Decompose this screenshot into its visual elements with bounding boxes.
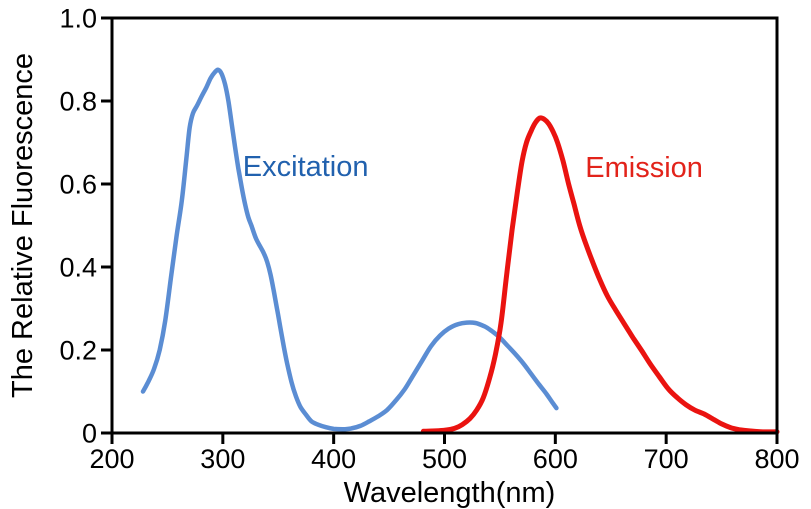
x-tick-label: 600 [533,444,578,474]
x-tick-label: 500 [422,444,467,474]
x-tick-label: 700 [644,444,689,474]
x-axis-title: Wavelength(nm) [344,477,556,509]
y-tick-label: 0.4 [59,253,97,283]
x-tick-label: 800 [754,444,799,474]
y-tick-label: 0.8 [59,87,97,117]
y-tick-label: 0 [82,419,97,449]
x-tick-label: 400 [311,444,356,474]
emission-curve [420,115,780,435]
excitation-curve [140,67,559,432]
y-tick-label: 1.0 [59,4,97,34]
plot-frame [110,16,779,435]
y-axis-title: The Relative Fluorescence [7,53,39,398]
x-tick-label: 300 [200,444,245,474]
y-tick-label: 0.2 [59,336,97,366]
y-tick-label: 0.6 [59,170,97,200]
x-tick-label: 200 [89,444,134,474]
emission-label: Emission [585,152,703,184]
excitation-label: Excitation [243,151,369,183]
